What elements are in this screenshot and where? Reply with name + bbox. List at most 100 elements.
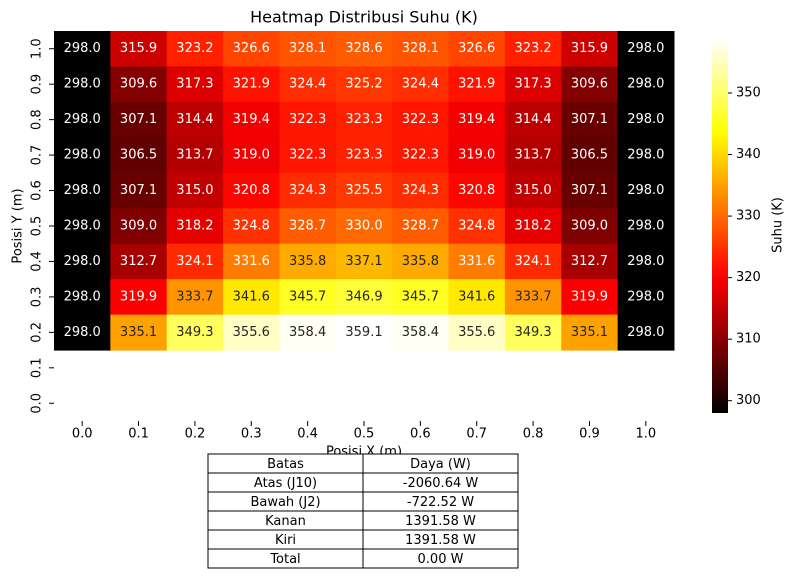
cell-label: 298.0 — [627, 41, 664, 56]
x-tick-label: 0.8 — [523, 427, 544, 442]
cell-label: 322.3 — [402, 148, 439, 163]
heatmap-cell — [392, 279, 450, 316]
cell-label: 298.0 — [64, 219, 101, 234]
cell-label: 335.8 — [289, 254, 326, 269]
heatmap-cell — [617, 172, 675, 209]
heatmap-cell — [561, 243, 619, 280]
table-cell-text: -722.52 W — [407, 495, 474, 510]
heatmap-cell — [223, 101, 280, 138]
cell-label: 355.6 — [458, 325, 495, 340]
heatmap-cell — [279, 243, 337, 280]
table-row: Kiri 1391.58 W — [207, 529, 519, 550]
heatmap-cell — [448, 172, 506, 209]
chart-title: Heatmap Distribusi Suhu (K) — [250, 8, 478, 27]
y-tick-label: 0.3 — [30, 287, 45, 308]
heatmap-cell — [617, 101, 675, 138]
cell-label: 298.0 — [627, 112, 664, 127]
heatmap-cell — [110, 243, 168, 280]
heatmap-cell — [54, 172, 111, 209]
cell-label: 324.1 — [176, 254, 213, 269]
x-tick-label: 0.4 — [297, 427, 318, 442]
y-tick-label: 0.6 — [30, 180, 45, 201]
table-row: Bawah (J2) -722.52 W — [207, 491, 519, 512]
heatmap-cell — [504, 172, 562, 209]
table-cell-text: 1391.58 W — [405, 514, 476, 529]
x-tick-label: 1.0 — [635, 427, 656, 442]
cell-label: 315.0 — [176, 183, 213, 198]
cell-label: 335.8 — [402, 254, 439, 269]
heatmap-cell — [392, 243, 450, 280]
cell-label: 309.6 — [571, 77, 608, 92]
heatmap-cell — [54, 66, 111, 103]
cell-label: 321.9 — [233, 77, 270, 92]
cell-label: 323.3 — [345, 148, 382, 163]
cell-label: 335.1 — [571, 325, 608, 340]
heatmap-cell — [335, 31, 393, 67]
table-cell-text: Kiri — [275, 533, 296, 548]
y-tick-label: 0.9 — [30, 74, 45, 95]
cell-label: 298.0 — [627, 325, 664, 340]
x-tick-label: 0.9 — [579, 427, 600, 442]
cell-label: 298.0 — [64, 112, 101, 127]
y-axis-label: Posisi Y (m) — [11, 188, 26, 263]
heatmap-cell — [617, 208, 675, 245]
heatmap-cell — [110, 137, 168, 174]
cell-label: 312.7 — [571, 254, 608, 269]
cell-label: 349.3 — [514, 325, 551, 340]
heatmap-cell — [504, 208, 562, 245]
heatmap-cell — [504, 279, 562, 316]
table-cell-text: Bawah (J2) — [250, 495, 320, 510]
colorbar-tick-label: 310 — [736, 332, 761, 347]
cell-label: 320.8 — [233, 183, 270, 198]
cell-label: 319.0 — [458, 148, 495, 163]
y-tick-label: 0.8 — [30, 109, 45, 130]
heatmap-cell — [617, 31, 675, 67]
cell-label: 315.0 — [514, 183, 551, 198]
heatmap-cell — [279, 172, 337, 209]
cell-label: 315.9 — [571, 41, 608, 56]
cell-label: 341.6 — [458, 289, 495, 304]
heatmap-cell — [617, 279, 675, 316]
y-tick-label: 0.4 — [30, 251, 45, 272]
cell-label: 298.0 — [64, 41, 101, 56]
table-cell-text: -2060.64 W — [403, 476, 479, 491]
cell-label: 341.6 — [233, 289, 270, 304]
table-cell-text: 0.00 W — [418, 552, 464, 567]
heatmap-cell — [335, 208, 393, 245]
heatmap-cell — [504, 31, 562, 67]
heatmap-cell — [166, 101, 224, 138]
cell-label: 324.8 — [233, 219, 270, 234]
cell-label: 322.3 — [289, 148, 326, 163]
table-cell-text: Total — [269, 552, 300, 567]
heatmap-cell — [110, 101, 168, 138]
heatmap-cell — [110, 314, 168, 351]
cell-label: 326.6 — [233, 41, 270, 56]
heatmap-cell — [617, 137, 675, 174]
colorbar-tick-label: 340 — [736, 147, 761, 162]
cell-label: 358.4 — [289, 325, 326, 340]
y-tick-label: 0.7 — [30, 145, 45, 166]
cell-label: 319.9 — [571, 289, 608, 304]
heatmap-cell — [392, 31, 450, 67]
heatmap-cell — [110, 279, 168, 316]
table-cell — [362, 548, 519, 569]
colorbar — [712, 37, 728, 413]
heatmap-cell — [110, 208, 168, 245]
heatmap-cell — [448, 279, 506, 316]
cell-label: 324.3 — [289, 183, 326, 198]
heatmap-cell — [279, 314, 337, 351]
heatmap-cell — [504, 314, 562, 351]
heatmap-cell — [335, 279, 393, 316]
cell-label: 298.0 — [627, 148, 664, 163]
heatmap-cell — [392, 172, 450, 209]
heatmap-cell — [223, 314, 280, 351]
heatmap-cell — [223, 208, 280, 245]
heatmap-cell — [561, 208, 619, 245]
colorbar-label: Suhu (K) — [771, 197, 786, 253]
heatmap-cell — [223, 137, 280, 174]
colorbar-tick-label: 330 — [736, 209, 761, 224]
table-row: Total 0.00 W — [207, 548, 519, 569]
cell-label: 328.7 — [402, 219, 439, 234]
heatmap-cell — [448, 101, 506, 138]
